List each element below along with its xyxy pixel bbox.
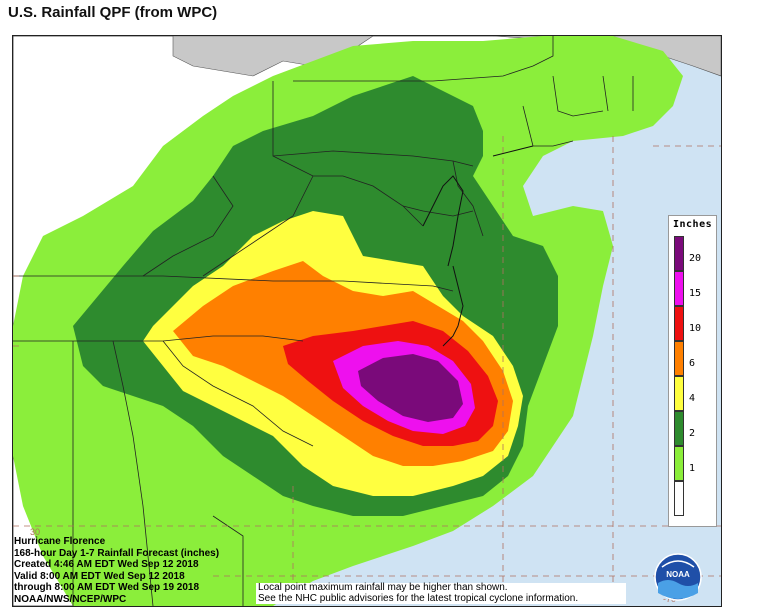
legend-label-10: 10 — [689, 323, 702, 334]
rainfall-map — [12, 35, 722, 607]
legend-bar-3 — [674, 341, 684, 376]
noaa-logo-icon — [654, 553, 702, 601]
legend-label-6: 6 — [689, 358, 696, 369]
legend-label-4: 4 — [689, 393, 696, 404]
noaa-logo-text: NOAA — [666, 570, 690, 579]
map-svg — [13, 36, 721, 606]
latitude-label: 30 — [30, 527, 41, 537]
map-title: U.S. Rainfall QPF (from WPC) — [8, 4, 218, 21]
through-time: through 8:00 AM EDT Wed Sep 19 2018 — [14, 582, 200, 593]
rain-band-purple — [358, 354, 463, 422]
storm-name: Hurricane Florence — [14, 536, 106, 547]
valid-time: Valid 8:00 AM EDT Wed Sep 12 2018 — [14, 570, 185, 582]
legend-bar-4 — [674, 376, 684, 411]
legend-bar-0 — [674, 236, 684, 271]
agency-label: NOAA/NWS/NCEP/WPC — [14, 593, 127, 605]
legend-label-2: 2 — [689, 428, 696, 439]
legend-label-1: 1 — [689, 463, 696, 474]
forecast-info: Hurricane Florence 168-hour Day 1-7 Rain… — [14, 536, 254, 605]
noaa-logo: NOAA — [654, 553, 702, 601]
state-boundaries — [13, 36, 634, 606]
note-line-1: Local point maximum rainfall may be high… — [258, 582, 508, 593]
created-time: Created 4:46 AM EDT Wed Sep 12 2018 — [14, 559, 199, 570]
legend-label-15: 15 — [689, 288, 702, 299]
notes-box: Local point maximum rainfall may be high… — [256, 582, 626, 604]
legend-bar-6 — [674, 446, 684, 481]
legend-bar-5 — [674, 411, 684, 446]
legend-label-20: 20 — [689, 253, 702, 264]
note-line-2: See the NHC public advisories for the la… — [258, 592, 579, 604]
legend-bar-1 — [674, 271, 684, 306]
forecast-description: 168-hour Day 1-7 Rainfall Forecast (inch… — [14, 547, 220, 559]
coastline — [422, 145, 534, 347]
legend: Inches 20 15 10 6 4 2 1 — [668, 215, 717, 527]
legend-bar-7 — [674, 481, 684, 516]
legend-bar-2 — [674, 306, 684, 341]
legend-title: Inches — [673, 219, 713, 230]
